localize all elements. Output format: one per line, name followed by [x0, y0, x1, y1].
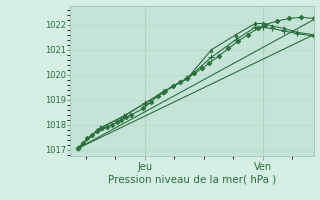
X-axis label: Pression niveau de la mer( hPa ): Pression niveau de la mer( hPa ) — [108, 174, 276, 184]
